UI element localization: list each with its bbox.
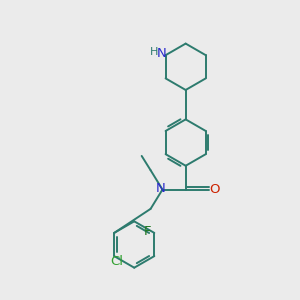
Text: Cl: Cl <box>111 255 124 268</box>
Text: N: N <box>156 182 166 195</box>
Text: O: O <box>209 183 219 196</box>
Text: H: H <box>150 46 158 57</box>
Text: N: N <box>156 47 166 60</box>
Text: F: F <box>144 225 152 238</box>
